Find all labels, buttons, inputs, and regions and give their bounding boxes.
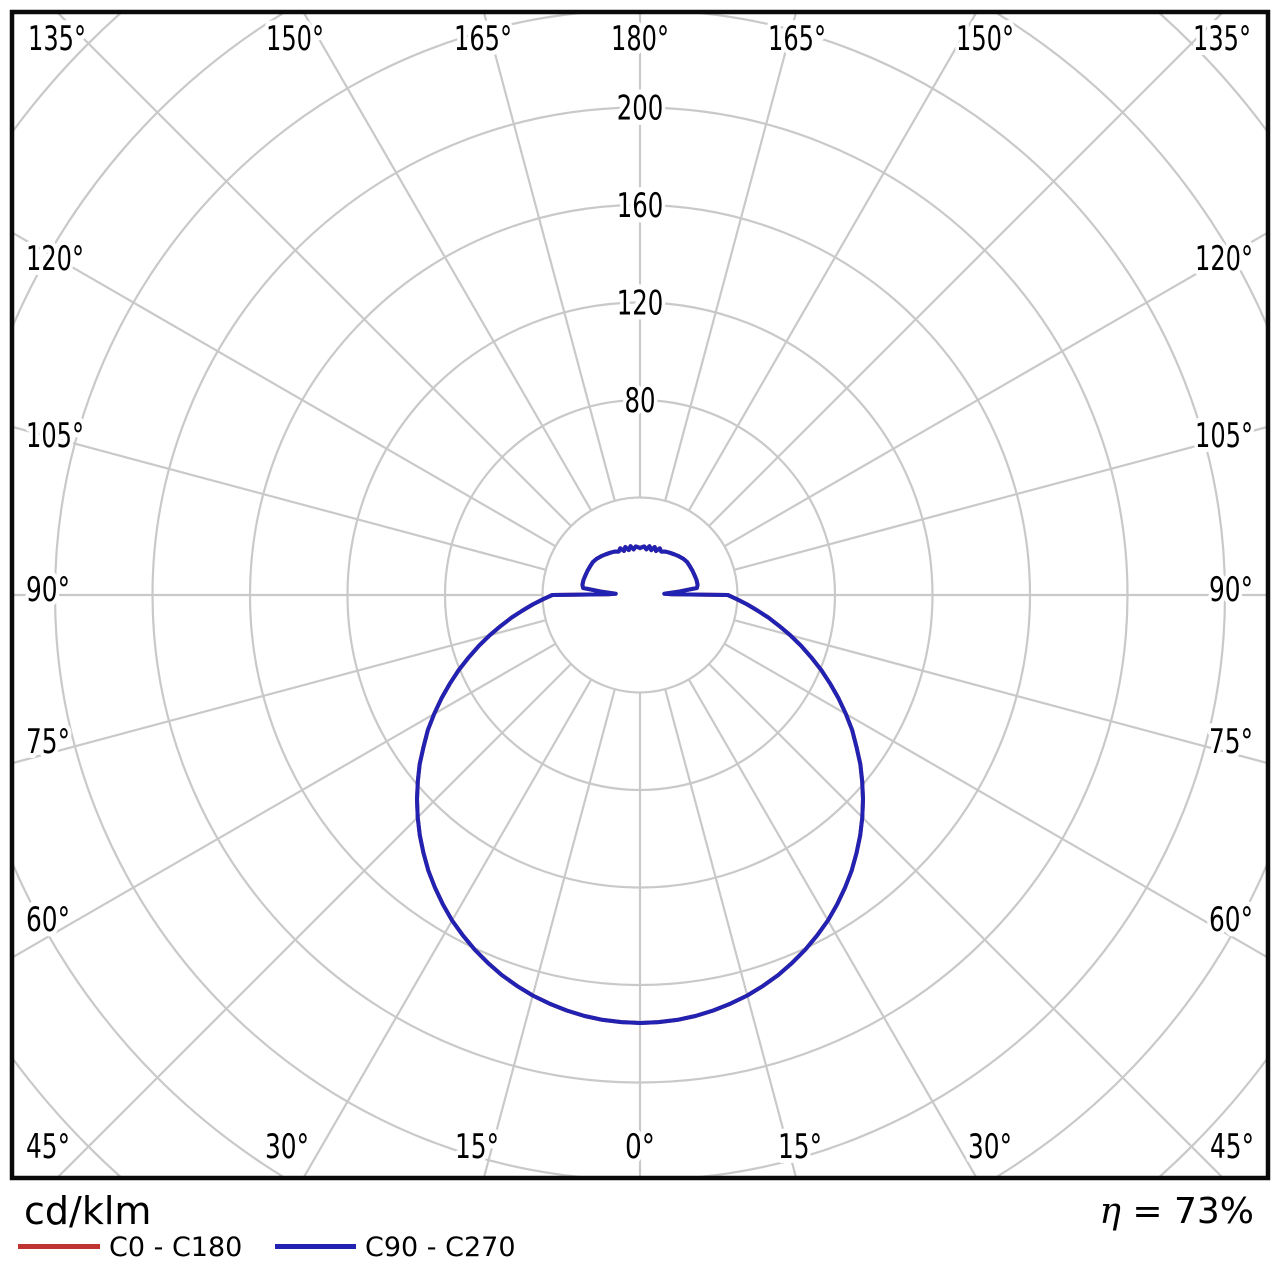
grid-spoke [483, 688, 616, 1176]
angle-label-top: 180° [611, 19, 669, 59]
grid-spoke [303, 14, 593, 512]
angle-label-top: 135° [28, 19, 86, 59]
grid-spoke [57, 663, 572, 1176]
angle-label-bottom: 0° [625, 1127, 655, 1167]
angle-label-right: 90° [1209, 570, 1253, 610]
angle-label-bottom: 30° [968, 1127, 1012, 1167]
grid-spoke [664, 14, 797, 502]
curve-C90-C270 [415, 544, 865, 1025]
angle-label-left: 120° [26, 239, 84, 279]
angle-label-bottom: 45° [26, 1127, 70, 1167]
legend: C0 - C180 C90 - C270 [0, 1234, 1280, 1264]
angle-label-top: 135° [1193, 19, 1251, 59]
angle-label-bottom: 15° [455, 1127, 499, 1167]
angle-label-top: 150° [266, 19, 324, 59]
grid-spoke [687, 678, 977, 1176]
grid-spoke [14, 619, 547, 764]
grid-spoke [733, 619, 1266, 764]
axis-labels: 135° 150° 165° 180° 165° 150° 135° 45° 30° 15° 0° 1… [21, 14, 1259, 1172]
legend-label-c0: C0 - C180 [109, 1232, 243, 1263]
eta-symbol: η [1099, 1191, 1121, 1232]
grid-spoke [57, 14, 572, 527]
angle-label-bottom: 15° [778, 1127, 822, 1167]
legend-line-c0-icon [18, 1244, 100, 1249]
grid-spoke [14, 232, 557, 548]
angle-label-left: 90° [26, 570, 70, 610]
intensity-curves [415, 544, 865, 1025]
angle-label-top: 150° [956, 19, 1014, 59]
legend-line-c90-icon [275, 1244, 356, 1249]
angle-label-left: 75° [26, 722, 70, 762]
unit-label: cd/klm [24, 1189, 152, 1233]
grid-spoke [708, 663, 1223, 1176]
grid-spoke [708, 14, 1223, 527]
grid-spoke [14, 642, 557, 958]
grid-spoke [483, 14, 616, 502]
grid-spoke [664, 688, 797, 1176]
radial-tick-label: 160 [617, 186, 664, 226]
plot-border [9, 9, 1271, 1181]
angle-label-right: 75° [1209, 722, 1253, 762]
radial-tick-label: 80 [625, 381, 656, 421]
grid-spoke [723, 642, 1266, 958]
angle-label-left: 105° [26, 416, 84, 456]
grid-spoke [733, 426, 1266, 571]
angle-label-top: 165° [768, 19, 826, 59]
efficiency-value: = 73% [1120, 1191, 1254, 1232]
radial-tick-label: 200 [617, 89, 664, 129]
angle-label-right: 120° [1195, 239, 1253, 279]
grid-spoke [723, 232, 1266, 548]
angle-label-bottom: 45° [1210, 1127, 1254, 1167]
grid-spoke [687, 14, 977, 512]
angle-label-right: 60° [1209, 900, 1253, 940]
grid-spoke [303, 678, 593, 1176]
angle-label-left: 60° [26, 900, 70, 940]
radial-tick-label: 120 [617, 284, 664, 324]
angle-label-right: 105° [1195, 416, 1253, 456]
efficiency-label: η = 73% [1099, 1194, 1254, 1230]
angle-label-top: 165° [454, 19, 512, 59]
angle-label-bottom: 30° [265, 1127, 309, 1167]
legend-label-c90: C90 - C270 [365, 1232, 516, 1263]
grid-spoke [14, 426, 547, 571]
